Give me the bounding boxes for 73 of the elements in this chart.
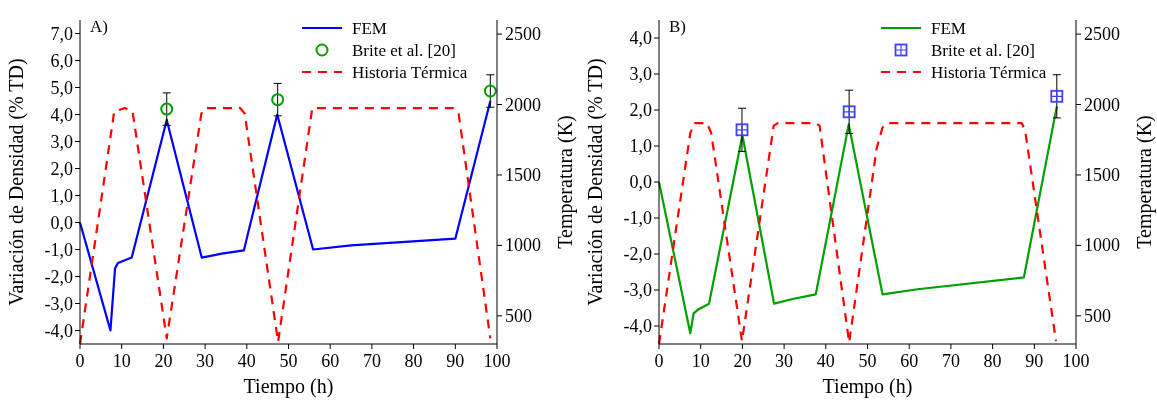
legend-label: FEM	[352, 19, 387, 38]
y-tick-label: -4,0	[623, 316, 652, 336]
y-tick-label: 0,0	[50, 212, 73, 233]
point	[160, 102, 174, 116]
y-tick-label: 2,0	[50, 158, 73, 179]
legend-label: FEM	[931, 19, 966, 38]
x-tick-label: 40	[816, 351, 835, 371]
legend-label: Brite et al. [20]	[352, 41, 456, 60]
y2-tick-label: 1500	[505, 164, 541, 185]
chart-title: A)	[90, 17, 108, 36]
x-tick-label: 50	[858, 351, 877, 371]
point	[842, 105, 856, 119]
x-tick-label: 70	[362, 351, 381, 371]
x-tick-label: 10	[691, 351, 710, 371]
y-axis-title: Variación de Densidad (% TD)	[584, 58, 607, 306]
x-tick-label: 90	[446, 351, 465, 371]
y-tick-label: -1,0	[623, 208, 652, 228]
point	[735, 123, 749, 137]
y2-tick-label: 500	[505, 305, 532, 326]
x-tick-label: 80	[983, 351, 1002, 371]
y-tick-label: 7,0	[50, 23, 73, 44]
y-tick-label: 4,0	[629, 28, 652, 48]
chart-title: B)	[669, 17, 686, 36]
y2-tick-label: 2500	[505, 24, 541, 45]
x-axis-title: Tiempo (h)	[822, 375, 913, 398]
y2-tick-label: 500	[1084, 305, 1111, 326]
y2-axis-title: Temperatura (K)	[554, 115, 577, 249]
y2-tick-label: 1000	[1084, 235, 1120, 256]
x-tick-label: 30	[196, 351, 215, 371]
x-tick-label: 80	[404, 351, 423, 371]
y-tick-label: 3,0	[629, 64, 652, 84]
x-tick-label: 0	[75, 351, 85, 371]
legend-label: Brite et al. [20]	[931, 41, 1035, 60]
x-tick-label: 20	[733, 351, 752, 371]
x-tick-label: 90	[1025, 351, 1044, 371]
y-tick-label: 1,0	[50, 185, 73, 206]
x-tick-label: 40	[237, 351, 256, 371]
y-tick-label: -2,0	[623, 244, 652, 264]
y2-tick-label: 2000	[505, 94, 541, 115]
x-tick-label: 10	[112, 351, 131, 371]
y2-tick-label: 1500	[1084, 164, 1120, 185]
x-tick-label: 30	[775, 351, 794, 371]
point	[1050, 89, 1064, 103]
y-tick-label: 5,0	[50, 77, 73, 98]
x-tick-label: 70	[941, 351, 960, 371]
x-axis-title: Tiempo (h)	[243, 375, 334, 398]
x-tick-label: 0	[654, 351, 664, 371]
y-tick-label: 2,0	[629, 100, 652, 120]
y2-tick-label: 1000	[505, 235, 541, 256]
y-tick-label: 6,0	[50, 50, 73, 71]
y2-axis-title: Temperatura (K)	[1133, 115, 1156, 249]
x-tick-label: 50	[279, 351, 298, 371]
y-tick-label: -3,0	[623, 280, 652, 300]
y-tick-label: -2,0	[44, 266, 73, 287]
y2-tick-label: 2000	[1084, 94, 1120, 115]
x-tick-label: 60	[321, 351, 340, 371]
legend-label: Historia Térmica	[931, 63, 1047, 82]
y-tick-label: -4,0	[44, 320, 73, 341]
y-tick-label: 4,0	[50, 104, 73, 125]
x-tick-label: 20	[154, 351, 173, 371]
y2-tick-label: 2500	[1084, 24, 1120, 45]
y-tick-label: -3,0	[44, 293, 73, 314]
point	[271, 93, 285, 107]
y-tick-label: 1,0	[629, 136, 652, 156]
y-tick-label: -1,0	[44, 239, 73, 260]
y-tick-label: 0,0	[629, 172, 652, 192]
x-tick-label: 100	[1062, 351, 1090, 371]
point	[483, 84, 497, 98]
y-tick-label: 3,0	[50, 131, 73, 152]
x-tick-label: 60	[900, 351, 919, 371]
x-tick-label: 100	[483, 351, 511, 371]
legend-label: Historia Térmica	[352, 63, 468, 82]
y-axis-title: Variación de Densidad (% TD)	[5, 58, 28, 306]
